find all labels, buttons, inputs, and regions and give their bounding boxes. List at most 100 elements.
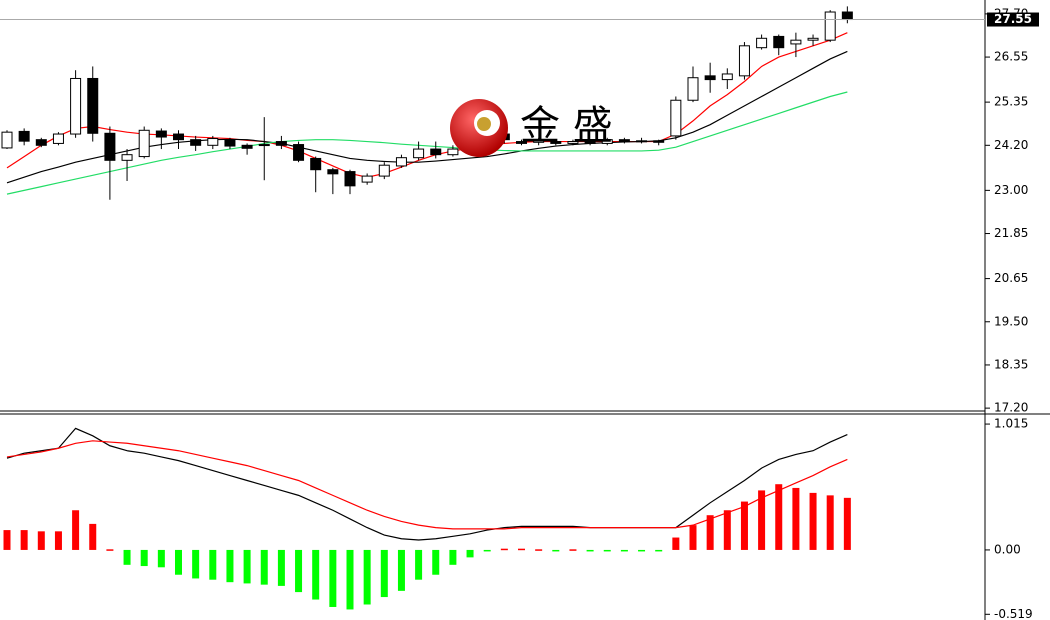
histogram-bar [638,549,646,552]
y-tick-label: 26.55 [994,50,1028,64]
histogram-bar [157,549,165,568]
candle-body [618,139,630,143]
indicator-line [6,427,848,541]
histogram-bar [569,549,577,551]
candle-body [653,140,665,143]
candle-body [327,169,339,175]
histogram-bar [397,549,405,591]
candle-body [190,139,202,146]
candle-body [1,131,13,149]
histogram-bar [140,549,148,567]
histogram-bar [226,549,234,583]
histogram-bar [380,549,388,598]
histogram-bar [655,549,663,552]
candle-body [773,35,785,49]
last-price-label: 27.55 [994,12,1032,26]
candle-body [35,139,47,146]
histogram-bar [552,549,560,552]
histogram-bar [586,549,594,552]
histogram-bar [466,549,474,558]
candle-body [550,141,562,144]
histogram-bar [192,549,200,579]
histogram-bar [775,484,783,550]
candle-body [241,144,253,149]
y-tick-label: 24.20 [994,138,1028,152]
candle-body [18,130,30,142]
histogram-bar [3,530,11,550]
histogram-bar [209,549,217,580]
candle-body [344,171,356,187]
histogram-bar [20,530,28,550]
candle-body [173,133,184,141]
candle-body [207,138,219,146]
candle-body [361,175,373,183]
candle-body [87,77,99,134]
histogram-bar [843,497,851,550]
histogram-bar [54,531,62,550]
histogram-bar [706,515,714,550]
histogram-bar [518,548,525,551]
histogram-bar [277,549,285,586]
indicator-line [6,440,848,530]
candle-body [687,77,699,101]
candle-body [516,141,527,144]
candle-body [275,141,287,146]
y-tick-label: 21.85 [994,226,1028,240]
candle-body [155,130,167,138]
candle-body [670,99,682,137]
candle-body [756,37,768,49]
candle-body [293,144,305,161]
candle-body [738,45,750,77]
candle-body [636,140,648,143]
y-tick-label: 19.50 [994,314,1028,328]
y-tick-label: 20.65 [994,271,1028,285]
y-tick-label: 0.00 [994,542,1021,556]
indicator-line [6,91,848,195]
candle-body [807,37,819,41]
candle-body [70,77,82,135]
candle-body [430,148,442,156]
candle-body [584,141,596,144]
histogram-bar [792,487,800,550]
histogram-bar [329,549,337,607]
histogram-bar [106,549,114,551]
histogram-bar [295,549,303,593]
histogram-bar [535,549,543,551]
candle-body [447,148,459,156]
histogram-bar [72,510,80,550]
histogram-bar [758,490,766,550]
candle-body [138,129,150,158]
histogram-bar [483,549,491,552]
histogram-bar [740,501,748,550]
candle-body [721,73,733,81]
y-tick-label: 23.00 [994,183,1028,197]
histogram-bar [37,531,45,550]
histogram-bar [689,525,697,550]
logo [477,117,491,131]
y-tick-label: 18.35 [994,357,1028,371]
histogram-bar [500,548,508,551]
last-price-box [987,12,1039,27]
watermark-text: 金 盛 [520,103,613,149]
histogram-bar [260,549,268,585]
y-tick-label: -0.519 [994,607,1033,620]
histogram-bar [603,549,611,552]
histogram-bar [363,549,371,605]
candle-body [533,140,545,143]
watermark: 金 盛 [450,99,613,157]
candle-body [413,148,425,159]
candle-body [601,139,613,144]
histogram-bar [243,549,251,584]
y-tick-label: 17.20 [994,401,1028,415]
candle-body [258,144,270,147]
histogram-bar [809,492,817,550]
candle-body [224,139,236,147]
histogram-bar [826,495,834,550]
candle-body [824,11,836,41]
candle-body [52,133,64,144]
histogram-bar [620,549,628,552]
candle-body [310,157,322,171]
candle-body [704,75,716,81]
histogram-bar [672,537,680,550]
